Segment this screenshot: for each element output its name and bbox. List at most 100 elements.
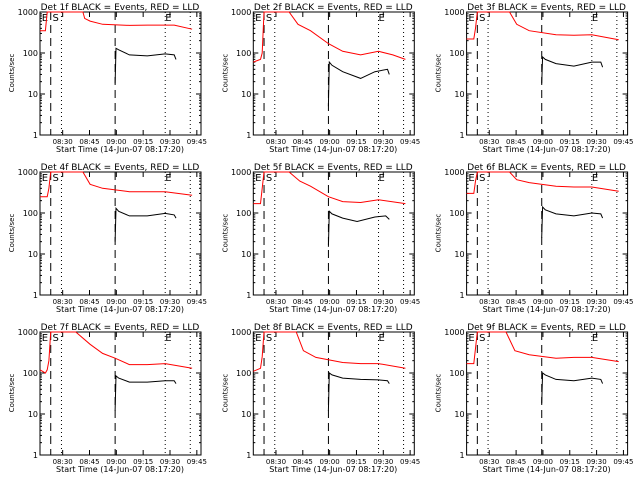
x-tick-label: 09:30 [373, 298, 393, 306]
y-tick-label: 100 [449, 369, 464, 378]
series-events [114, 374, 177, 411]
y-tick-label: 1 [460, 291, 465, 300]
x-tick-label: 09:45 [613, 138, 633, 146]
y-tick-label: 100 [23, 209, 38, 218]
x-tick-label: 09:45 [187, 458, 207, 466]
marker-s: S [53, 173, 59, 184]
x-tick-label: 09:15 [133, 138, 153, 146]
y-axis-label: Counts/sec [435, 214, 443, 253]
x-tick-label: 09:45 [400, 298, 420, 306]
y-tick-label: 1000 [18, 8, 38, 17]
y-tick-label: 1 [33, 291, 38, 300]
x-axis-label: Start Time (14-Jun-07 08:17:20) [483, 305, 611, 314]
marker-e: E [255, 333, 261, 344]
x-tick-label: 08:30 [479, 458, 499, 466]
plot-frame [252, 331, 415, 456]
series-events [327, 372, 390, 411]
x-tick-label: 09:00 [533, 298, 553, 306]
y-axis-label: Counts/sec [221, 214, 229, 253]
x-tick-label: 09:15 [133, 298, 153, 306]
marker-e: E [379, 173, 385, 184]
marker-e: E [592, 173, 598, 184]
marker-e: E [42, 333, 48, 344]
x-tick-label: 09:45 [400, 458, 420, 466]
x-tick-label: 08:45 [79, 298, 99, 306]
x-tick-label: 09:00 [106, 298, 126, 306]
x-axis-label: Start Time (14-Jun-07 08:17:20) [483, 145, 611, 154]
marker-s: S [266, 13, 272, 24]
panel-det-2: Det 2f BLACK = Events, RED = LLD 1 10 100 10… [221, 3, 420, 154]
panel-det-6: Det 6f BLACK = Events, RED = LLD 1 10 100 10… [435, 163, 634, 314]
plot-frame [252, 171, 415, 296]
panel-det-1: Det 1f BLACK = Events, RED = LLD 1 10 100 10… [8, 3, 207, 154]
x-tick-label: 09:15 [346, 298, 366, 306]
panel-title: Det 1f BLACK = Events, RED = LLD [41, 3, 200, 13]
x-tick-label: 09:15 [346, 458, 366, 466]
panel-det-5: Det 5f BLACK = Events, RED = LLD 1 10 100 10… [221, 163, 420, 314]
x-tick-label: 09:30 [160, 298, 180, 306]
x-tick-label: 08:30 [53, 138, 73, 146]
plot-frame [39, 171, 202, 296]
y-tick-label: 1000 [231, 8, 251, 17]
x-axis-label: Start Time (14-Jun-07 08:17:20) [56, 145, 184, 154]
panel-title: Det 8f BLACK = Events, RED = LLD [254, 323, 413, 333]
series-lld [466, 11, 619, 41]
panel-title: Det 6f BLACK = Events, RED = LLD [467, 163, 626, 173]
marker-s: S [266, 173, 272, 184]
marker-e: E [592, 333, 598, 344]
marker-e: E [468, 333, 474, 344]
panel-det-4: Det 4f BLACK = Events, RED = LLD 1 10 100 10… [8, 163, 207, 314]
series-lld [253, 11, 406, 63]
x-tick-label: 08:45 [293, 138, 313, 146]
x-tick-label: 09:15 [560, 458, 580, 466]
y-axis-label: Counts/sec [8, 214, 16, 253]
y-axis-label: Counts/sec [8, 54, 16, 93]
x-tick-label: 09:30 [160, 458, 180, 466]
x-tick-label: 08:45 [79, 138, 99, 146]
marker-e: E [592, 13, 598, 24]
marker-e: E [165, 13, 171, 24]
series-lld [39, 331, 193, 374]
panel-title: Det 7f BLACK = Events, RED = LLD [41, 323, 200, 333]
series-lld [40, 11, 193, 32]
x-tick-label: 09:30 [373, 138, 393, 146]
x-axis-label: Start Time (14-Jun-07 08:17:20) [269, 465, 397, 474]
marker-s: S [53, 13, 59, 24]
x-tick-label: 08:45 [293, 458, 313, 466]
x-tick-label: 09:30 [587, 138, 607, 146]
y-tick-label: 100 [236, 209, 251, 218]
series-lld [466, 171, 619, 194]
y-tick-label: 1 [246, 131, 251, 140]
x-tick-label: 09:00 [106, 138, 126, 146]
x-tick-label: 08:30 [266, 298, 286, 306]
y-tick-label: 1000 [444, 328, 464, 337]
y-tick-label: 10 [454, 410, 464, 419]
series-events [327, 210, 390, 247]
marker-s: S [266, 333, 272, 344]
x-tick-label: 08:30 [53, 458, 73, 466]
x-tick-label: 08:30 [53, 298, 73, 306]
y-tick-label: 100 [236, 49, 251, 58]
y-tick-label: 10 [241, 410, 251, 419]
plot-frame [39, 11, 202, 136]
x-tick-label: 08:30 [479, 298, 499, 306]
marker-e: E [468, 173, 474, 184]
x-tick-label: 09:30 [373, 458, 393, 466]
plot-frame [466, 11, 629, 136]
x-tick-label: 08:30 [266, 458, 286, 466]
y-axis-label: Counts/sec [221, 54, 229, 93]
x-tick-label: 09:00 [320, 298, 340, 306]
x-tick-label: 09:00 [106, 458, 126, 466]
series-events [114, 207, 177, 242]
x-tick-label: 08:45 [506, 138, 526, 146]
panel-det-8: Det 8f BLACK = Events, RED = LLD 1 10 100 10… [221, 323, 420, 474]
x-tick-label: 09:30 [160, 138, 180, 146]
x-tick-label: 09:15 [560, 298, 580, 306]
series-lld [253, 171, 406, 205]
x-axis-label: Start Time (14-Jun-07 08:17:20) [483, 465, 611, 474]
y-axis-label: Counts/sec [8, 374, 16, 413]
series-events [327, 60, 390, 107]
panel-title: Det 5f BLACK = Events, RED = LLD [254, 163, 413, 173]
x-axis-label: Start Time (14-Jun-07 08:17:20) [269, 305, 397, 314]
